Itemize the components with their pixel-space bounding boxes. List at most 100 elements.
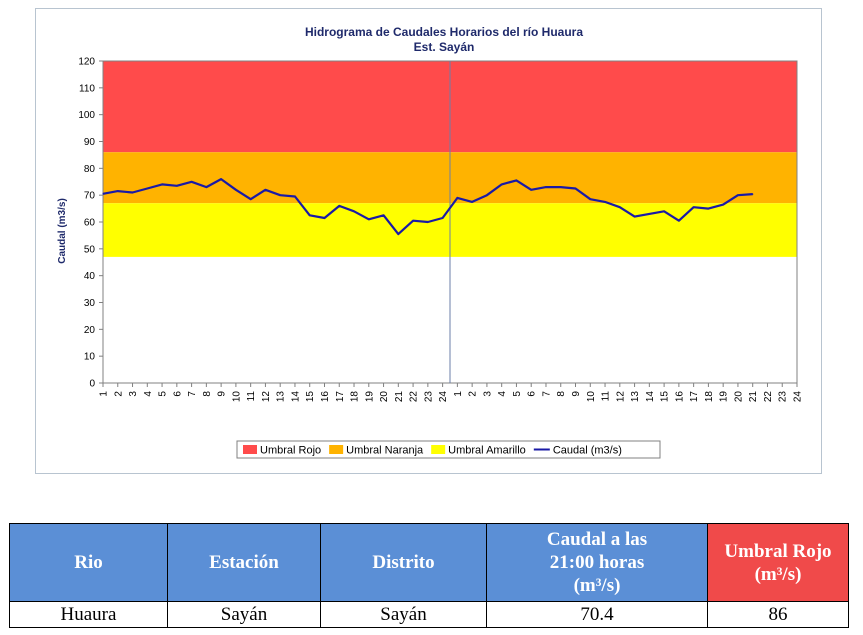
- y-tick-label: 40: [84, 271, 96, 282]
- x-tick-label: 22: [409, 391, 420, 403]
- y-axis-label: Caudal (m3/s): [57, 198, 68, 264]
- data-point: [501, 183, 503, 186]
- y-tick-label: 30: [84, 298, 96, 309]
- x-tick-label: 5: [512, 391, 523, 397]
- y-tick-label: 70: [84, 191, 96, 202]
- x-tick-label: 16: [320, 391, 331, 403]
- x-tick-label: 14: [290, 391, 301, 403]
- x-tick-label: 7: [541, 391, 552, 397]
- x-tick-label: 7: [187, 391, 198, 397]
- x-tick-label: 23: [423, 391, 434, 403]
- legend-label: Umbral Rojo: [260, 445, 321, 457]
- data-point: [471, 201, 473, 203]
- x-tick-label: 11: [601, 391, 612, 402]
- data-point: [205, 186, 207, 188]
- data-point: [545, 186, 547, 188]
- x-tick-label: 17: [335, 391, 346, 403]
- chart-subtitle: Est. Sayán: [414, 40, 475, 54]
- x-tick-label: 14: [645, 391, 656, 403]
- x-tick-label: 13: [630, 391, 641, 403]
- x-tick-label: 1: [453, 391, 464, 397]
- data-point: [678, 220, 680, 222]
- x-tick-label: 3: [128, 391, 139, 397]
- x-tick-label: 6: [172, 391, 183, 397]
- x-tick-label: 1: [99, 391, 110, 397]
- data-point: [382, 214, 385, 216]
- data-point: [368, 218, 370, 220]
- legend-swatch: [243, 445, 257, 454]
- data-point: [146, 187, 148, 190]
- x-tick-label: 21: [394, 391, 405, 403]
- x-tick-label: 4: [497, 391, 508, 397]
- table-header-row: Rio Estación Distrito Caudal a las 21:00…: [9, 523, 849, 602]
- summary-table: Rio Estación Distrito Caudal a las 21:00…: [9, 523, 849, 628]
- legend-label: Caudal (m3/s): [553, 445, 622, 457]
- header-estacion: Estación: [167, 523, 321, 602]
- data-point: [412, 220, 414, 222]
- data-point: [707, 207, 710, 210]
- x-tick-label: 20: [733, 391, 744, 403]
- x-tick-label: 5: [158, 391, 169, 397]
- data-point: [338, 205, 340, 207]
- x-tick-label: 15: [305, 391, 316, 403]
- header-umbral-line-1: Umbral Rojo: [724, 540, 832, 562]
- data-point: [648, 213, 650, 215]
- x-tick-label: 12: [615, 391, 626, 403]
- cell-umbral-rojo: 86: [707, 601, 849, 628]
- legend-swatch: [431, 445, 446, 454]
- data-point: [161, 183, 163, 186]
- y-tick-label: 10: [84, 352, 96, 363]
- data-point: [574, 187, 577, 190]
- x-tick-label: 24: [793, 391, 804, 403]
- legend-swatch: [329, 445, 344, 454]
- data-point: [515, 179, 518, 182]
- x-tick-label: 10: [586, 391, 597, 403]
- y-tick-label: 50: [84, 244, 96, 255]
- x-tick-label: 13: [276, 391, 287, 403]
- data-point: [323, 217, 326, 219]
- data-point: [530, 189, 532, 191]
- legend-label: Umbral Amarillo: [448, 445, 526, 457]
- data-point: [397, 233, 399, 235]
- x-tick-label: 24: [438, 391, 449, 403]
- x-tick-label: 9: [571, 391, 582, 397]
- chart-title: Hidrograma de Caudales Horarios del río …: [305, 25, 583, 39]
- data-point: [752, 193, 754, 195]
- x-tick-label: 2: [468, 391, 479, 397]
- data-point: [722, 203, 724, 206]
- data-point: [220, 178, 222, 180]
- x-tick-label: 18: [350, 391, 361, 403]
- x-tick-label: 16: [674, 391, 685, 403]
- data-point: [102, 193, 104, 195]
- data-point: [294, 195, 296, 198]
- y-tick-label: 0: [89, 379, 95, 390]
- cell-estacion: Sayán: [167, 601, 321, 628]
- y-tick-label: 20: [84, 325, 96, 336]
- x-tick-label: 11: [246, 391, 257, 402]
- data-point: [427, 221, 429, 223]
- data-point: [486, 194, 488, 196]
- cell-rio: Huaura: [9, 601, 168, 628]
- data-point: [619, 206, 621, 208]
- chart-frame: Hidrograma de Caudales Horarios del río …: [35, 8, 822, 474]
- data-point: [560, 186, 562, 188]
- legend: Umbral Rojo Umbral Naranja Umbral Amarillo…: [236, 440, 661, 459]
- y-tick-label: 80: [84, 164, 96, 175]
- data-point: [131, 191, 134, 194]
- x-tick-label: 6: [527, 391, 538, 397]
- cell-distrito: Sayán: [320, 601, 487, 628]
- header-rio: Rio: [9, 523, 168, 602]
- y-tick-label: 120: [78, 57, 95, 68]
- x-tick-label: 20: [379, 391, 390, 403]
- header-distrito: Distrito: [320, 523, 487, 602]
- cell-caudal: 70.4: [486, 601, 708, 628]
- data-point: [456, 197, 458, 199]
- x-tick-label: 4: [143, 391, 154, 397]
- x-tick-label: 22: [763, 391, 774, 403]
- data-point: [633, 216, 636, 218]
- table-row: Huaura Sayán Sayán 70.4 86: [9, 601, 849, 628]
- y-tick-label: 60: [84, 218, 96, 229]
- x-tick-label: 18: [704, 391, 715, 403]
- x-tick-label: 8: [202, 391, 213, 397]
- x-tick-label: 19: [364, 391, 375, 403]
